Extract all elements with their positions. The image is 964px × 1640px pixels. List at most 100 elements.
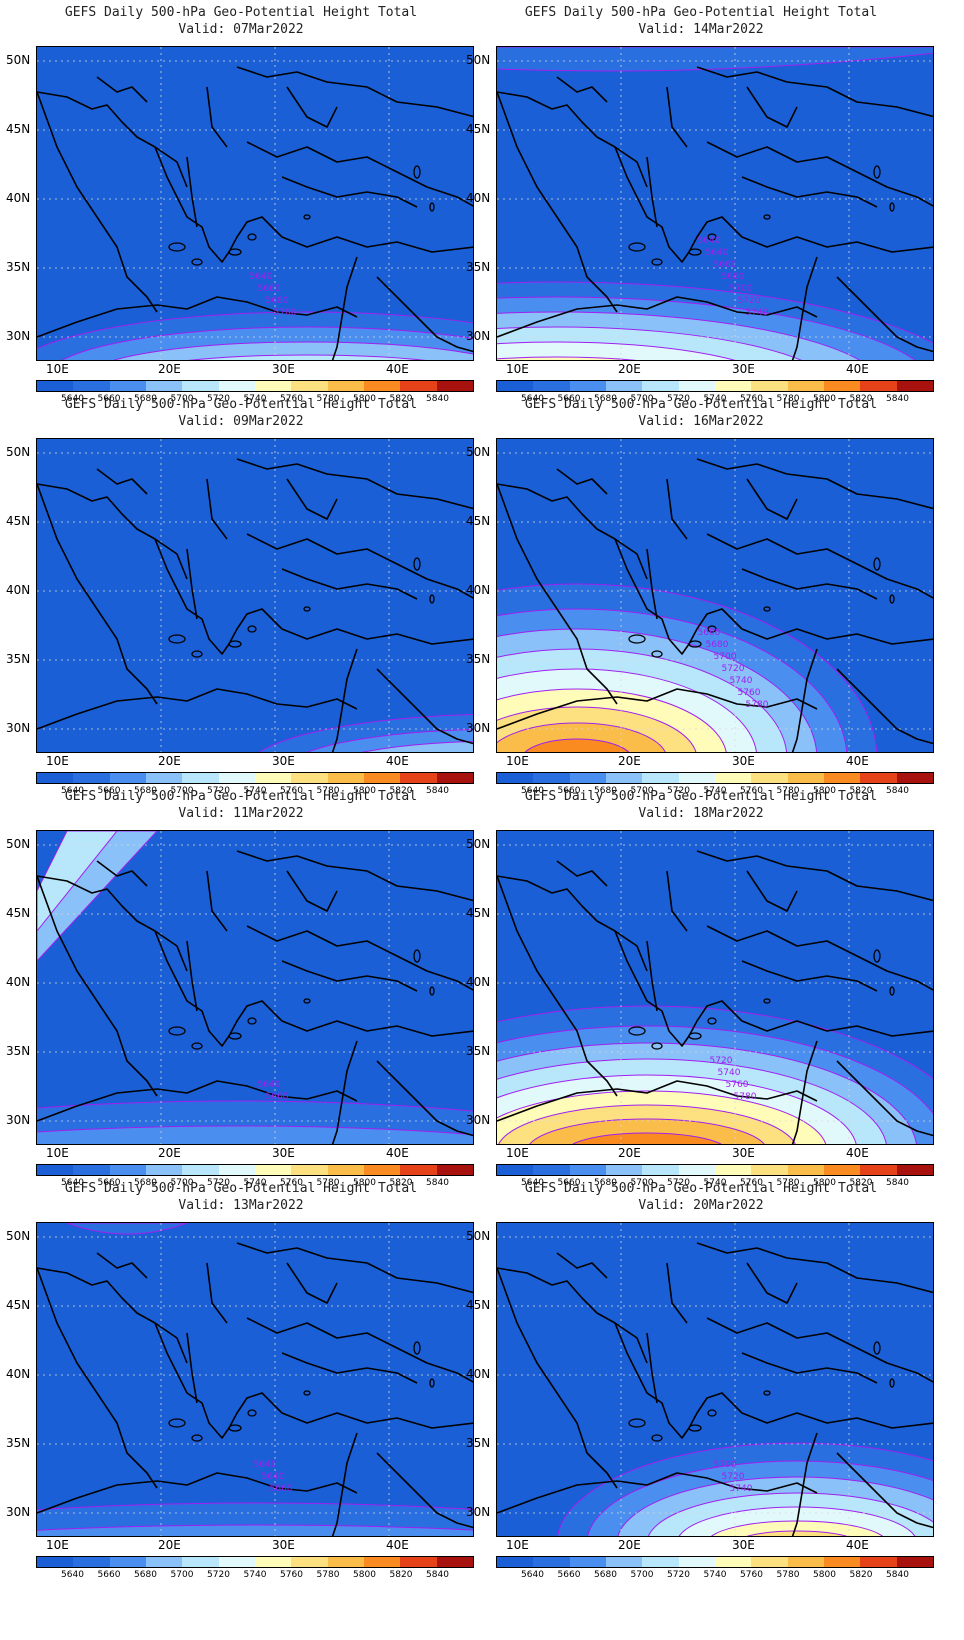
lon-label: 30E xyxy=(272,362,295,376)
colorbar-swatch xyxy=(327,773,364,783)
colorbar-label: 5700 xyxy=(630,394,654,404)
colorbar-swatch xyxy=(145,773,183,783)
lon-label: 40E xyxy=(846,1146,869,1160)
colorbar-label: 5820 xyxy=(849,786,873,796)
colorbar-label: 5700 xyxy=(170,1570,194,1580)
island xyxy=(628,242,646,252)
coastline xyxy=(37,296,358,338)
coastline xyxy=(696,1242,933,1294)
coastline xyxy=(96,468,148,495)
colorbar-label: 5820 xyxy=(849,1178,873,1188)
island xyxy=(651,258,663,266)
colorbar-swatch xyxy=(145,381,183,391)
panel-title: GEFS Daily 500-hPa Geo-Potential Height … xyxy=(64,1181,418,1196)
colorbar-swatch xyxy=(678,773,715,783)
colorbar-swatch xyxy=(218,773,255,783)
island xyxy=(228,248,242,256)
island xyxy=(873,557,881,571)
coastline xyxy=(37,1080,358,1122)
lat-label: 35N xyxy=(466,260,491,274)
coastline xyxy=(236,1242,473,1294)
colorbar-label: 5720 xyxy=(207,786,230,796)
colorbar-label: 5640 xyxy=(61,1178,84,1188)
colorbar-swatch xyxy=(400,1557,437,1567)
coastline xyxy=(696,458,933,510)
island xyxy=(191,650,203,658)
island xyxy=(247,1409,257,1417)
coastline xyxy=(497,483,618,705)
map-frame: 5640 5660 xyxy=(36,830,474,1145)
colorbar-label: 5680 xyxy=(134,394,157,404)
colorbar-label: 5840 xyxy=(886,1178,909,1188)
colorbar-swatch xyxy=(436,1165,473,1175)
colorbar-label: 5640 xyxy=(61,394,84,404)
coastline xyxy=(614,538,648,580)
colorbar-label: 5640 xyxy=(521,394,544,404)
coastline xyxy=(646,548,658,620)
coastline xyxy=(286,86,338,128)
contour-label: 5780 xyxy=(746,700,769,710)
coastline xyxy=(614,1322,648,1364)
coastline xyxy=(497,1267,618,1489)
colorbar-swatch xyxy=(73,1557,110,1567)
island xyxy=(247,1017,257,1025)
colorbar-label: 5780 xyxy=(776,1570,800,1580)
lat-label: 50N xyxy=(6,837,31,851)
lat-label: 30N xyxy=(6,329,31,343)
panel-title: GEFS Daily 500-hPa Geo-Potential Height … xyxy=(64,397,418,412)
colorbar-label: 5640 xyxy=(521,786,544,796)
coastline xyxy=(376,1452,473,1529)
coastline xyxy=(96,76,148,103)
colorbar-label: 5840 xyxy=(426,394,449,404)
colorbar-swatch xyxy=(678,381,715,391)
lon-label: 30E xyxy=(272,754,295,768)
coastline xyxy=(37,1267,158,1489)
coastline xyxy=(836,668,933,745)
coastline xyxy=(556,76,608,103)
contour-label: 5680 xyxy=(266,296,289,306)
island xyxy=(413,949,421,963)
map-canvas: 5700 5720 5740 xyxy=(497,1223,933,1536)
coastline xyxy=(706,925,933,991)
colorbar-label: 5760 xyxy=(740,786,763,796)
colorbar-label: 5700 xyxy=(170,1178,194,1188)
colorbar-swatch xyxy=(436,381,473,391)
colorbar-label: 5720 xyxy=(667,1570,690,1580)
coastline xyxy=(746,86,798,128)
coastline xyxy=(497,1472,818,1514)
lat-label: 40N xyxy=(466,583,491,597)
colorbar-swatch xyxy=(860,1165,897,1175)
map-frame: 5640 5640 5660 5680 5700 5720 5740 xyxy=(496,46,934,361)
coastline xyxy=(791,1432,818,1536)
colorbar-swatch xyxy=(436,1557,473,1567)
panel-valid-date: Valid: 14Mar2022 xyxy=(638,22,764,37)
lon-label: 20E xyxy=(618,1146,641,1160)
coastline xyxy=(497,1080,818,1122)
lat-label: 40N xyxy=(466,975,491,989)
island xyxy=(889,594,895,604)
lon-label: 30E xyxy=(732,1538,755,1552)
panel-valid-date: Valid: 09Mar2022 xyxy=(178,414,304,429)
colorbar-swatch xyxy=(109,1165,146,1175)
colorbar-label: 5780 xyxy=(776,394,800,404)
colorbar xyxy=(36,1164,474,1176)
coastline xyxy=(206,870,228,932)
coastline xyxy=(37,483,158,705)
lat-label: 40N xyxy=(6,583,31,597)
colorbar-label: 5680 xyxy=(594,1570,617,1580)
colorbar-swatch xyxy=(787,381,824,391)
colorbar-label: 5800 xyxy=(353,786,376,796)
colorbar-swatch xyxy=(218,381,255,391)
coastline xyxy=(376,276,473,353)
lat-label: 50N xyxy=(466,53,491,67)
contour-label: 5720 xyxy=(710,1056,733,1066)
map-panel: GEFS Daily 500-hPa Geo-Potential Height … xyxy=(0,0,482,410)
colorbar-swatch xyxy=(823,1165,861,1175)
colorbar-label: 5780 xyxy=(316,786,340,796)
coastline xyxy=(186,940,198,1012)
contour-band xyxy=(529,1118,765,1144)
coastline xyxy=(836,1452,933,1529)
coastline xyxy=(281,176,418,208)
map-panel: GEFS Daily 500-hPa Geo-Potential Height … xyxy=(0,784,482,1194)
contour-band xyxy=(746,1530,848,1536)
